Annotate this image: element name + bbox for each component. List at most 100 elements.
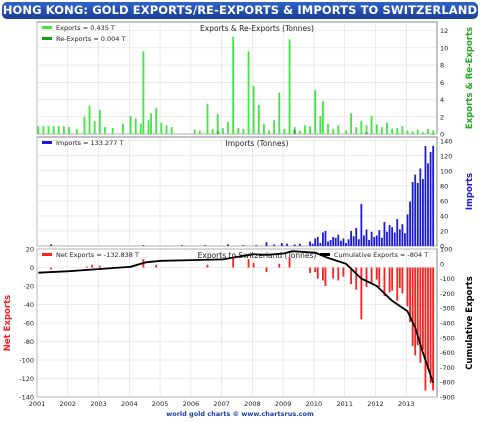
bar-exports [401,126,404,134]
bar-net-exports [252,262,255,268]
legend-cumulative: Cumulative Exports = -804 T [334,251,428,259]
y-axis-label: Imports [465,173,475,210]
x-tick-label: 2008 [244,400,261,408]
bar-net-exports [316,267,319,279]
bar-net-exports [414,267,417,356]
y-tick-label: 4 [440,96,444,104]
bar-exports [327,123,329,134]
bar-net-exports [378,267,381,287]
bar-net-exports [342,267,345,277]
bar-net-exports [424,267,427,391]
legend-exports: Exports = 0.435 T [56,24,115,32]
y2-tick-label: -500 [440,334,455,342]
bar-exports [47,126,50,134]
bar-net-exports [411,267,414,347]
bar-net-exports [422,267,424,350]
bar-exports [355,127,358,134]
y2-tick-label: -800 [440,379,455,387]
bar-net-exports [332,267,335,279]
bar-exports [111,127,114,134]
x-tick-label: 2011 [336,400,353,408]
bar-exports [337,125,340,134]
bar-exports [314,90,317,134]
y-tick-label: 100 [440,167,452,175]
bar-imports [265,242,268,246]
y-tick-label-left: -20 [23,283,34,291]
bar-exports [232,36,235,135]
bar-exports [122,123,124,134]
bar-imports [255,245,258,246]
bar-imports [50,244,52,246]
bar-net-exports [324,267,327,286]
x-tick-label: 2003 [90,400,107,408]
legend-swatch-exports [42,26,52,29]
legend-swatch-reexports [42,37,52,40]
bar-imports [293,244,296,246]
bar-net-exports [155,264,158,268]
bar-imports [383,221,386,246]
y-axis-label: Exports & Re-Exports [465,27,475,129]
bar-net-exports [278,263,281,268]
bar-imports [227,244,229,246]
bar-exports [104,127,106,134]
bar-exports [309,126,311,134]
bar-imports [204,245,206,246]
bar-imports [406,214,409,246]
bar-imports [309,241,311,246]
y-tick-label: 0 [440,131,444,139]
bar-exports [63,126,65,134]
y-tick-label: 2 [440,113,444,121]
bar-exports [155,108,158,134]
bar-exports [170,127,173,134]
bar-exports [142,51,145,134]
bar-exports [380,127,383,134]
bar-exports [252,85,255,134]
bar-imports [422,179,424,246]
legend-imports: Imports = 133.277 T [56,139,123,147]
y-tick-label-left: -140 [19,394,34,402]
bar-exports [227,121,229,134]
bar-imports [380,237,383,246]
bar-net-exports [350,267,352,285]
legend-net-exports: Net Exports = -132.838 T [56,251,139,259]
y2-tick-label: -300 [440,305,455,313]
bar-exports [273,120,276,134]
bar-imports [373,236,376,246]
bar-exports [247,51,250,134]
bar-imports [378,230,381,246]
bar-exports [57,126,60,134]
bar-exports [211,128,214,134]
bar-exports [416,129,419,134]
legend-reexports: Re-Exports = 0.004 T [56,35,125,43]
bar-imports [329,239,332,246]
bar-imports [401,224,404,246]
bar-imports [355,227,358,246]
bar-imports [332,236,335,246]
bar-exports [242,128,245,134]
y-tick-label: 120 [440,152,452,160]
panel-title: Exports & Re-Exports (Tonnes) [200,24,314,33]
y2-tick-label: -600 [440,349,455,357]
y-tick-label: 10 [440,44,448,52]
bar-imports [339,240,342,246]
bar-exports [432,130,435,134]
x-tick-label: 2007 [213,400,230,408]
bar-net-exports [365,267,368,287]
bar-imports [311,243,314,246]
y2-tick-label: -700 [440,364,455,372]
bar-net-exports [98,265,101,268]
bar-exports [386,122,388,134]
legend-swatch-imports [42,141,52,144]
y-tick-label-left: -40 [23,301,34,309]
bar-imports [363,235,365,246]
legend-swatch-cumulative [320,253,330,256]
bar-imports [375,235,378,246]
bar-imports [393,232,396,246]
bar-net-exports [322,267,324,281]
y2-tick-label: -900 [440,394,455,402]
bar-imports [388,224,391,246]
y-tick-label: 6 [440,79,444,87]
bar-exports [206,103,209,134]
bar-net-exports [398,267,401,288]
bar-exports [52,126,55,134]
